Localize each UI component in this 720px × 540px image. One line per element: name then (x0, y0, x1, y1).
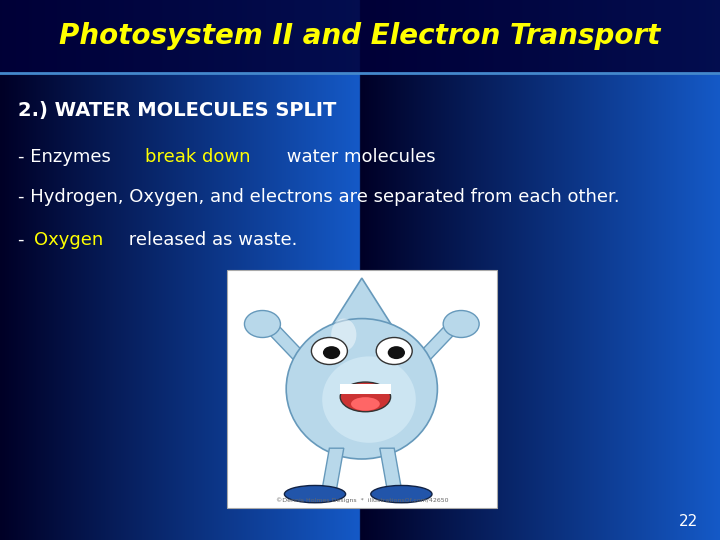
Text: Photosystem II and Electron Transport: Photosystem II and Electron Transport (59, 23, 661, 50)
Circle shape (244, 310, 280, 338)
Text: - Enzymes: - Enzymes (18, 147, 117, 166)
FancyBboxPatch shape (340, 384, 390, 394)
Ellipse shape (322, 356, 416, 443)
Polygon shape (323, 448, 344, 489)
FancyBboxPatch shape (0, 0, 720, 73)
Circle shape (388, 346, 405, 359)
Text: -: - (18, 231, 30, 249)
Circle shape (311, 338, 347, 364)
Polygon shape (325, 278, 397, 335)
Circle shape (323, 346, 340, 359)
Text: ©Dennis Holmes Designs  *  illustrationsOf.com/42650: ©Dennis Holmes Designs * illustrationsOf… (276, 498, 448, 503)
Ellipse shape (351, 397, 380, 410)
Ellipse shape (284, 485, 346, 503)
Polygon shape (265, 319, 307, 367)
Text: 22: 22 (679, 514, 698, 529)
Ellipse shape (371, 485, 432, 503)
Text: break down: break down (145, 147, 251, 166)
Circle shape (376, 338, 412, 364)
Ellipse shape (286, 319, 438, 459)
Polygon shape (416, 319, 459, 367)
Ellipse shape (331, 319, 356, 351)
Text: Oxygen: Oxygen (34, 231, 103, 249)
Text: 2.) WATER MOLECULES SPLIT: 2.) WATER MOLECULES SPLIT (18, 101, 336, 120)
Text: - Hydrogen, Oxygen, and electrons are separated from each other.: - Hydrogen, Oxygen, and electrons are se… (18, 188, 620, 206)
Ellipse shape (340, 382, 390, 411)
Text: water molecules: water molecules (282, 147, 436, 166)
Polygon shape (380, 448, 402, 489)
FancyBboxPatch shape (227, 270, 497, 508)
Text: released as waste.: released as waste. (123, 231, 297, 249)
Circle shape (443, 310, 480, 338)
